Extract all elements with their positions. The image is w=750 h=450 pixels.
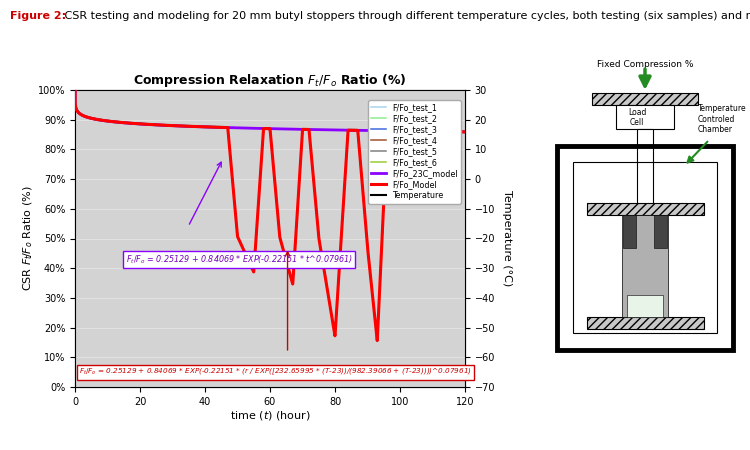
Text: Fixed Compression %: Fixed Compression % [597,60,693,69]
Title: Compression Relaxation $F_t/F_o$ Ratio (%): Compression Relaxation $F_t/F_o$ Ratio (… [134,72,407,90]
X-axis label: time ($t$) (hour): time ($t$) (hour) [230,410,310,423]
Polygon shape [628,295,662,317]
Polygon shape [616,105,674,130]
Polygon shape [622,215,668,317]
Polygon shape [654,215,668,248]
Polygon shape [622,215,636,248]
Text: Temperature
Controled
Chamber: Temperature Controled Chamber [698,104,746,134]
Polygon shape [586,317,704,329]
Text: $F_t/F_o$ = 0.25129 + 0.84069 * EXP(-0.22151 * ($r$ / EXP([232.65995 * ($T$-23)): $F_t/F_o$ = 0.25129 + 0.84069 * EXP(-0.2… [79,367,472,378]
Y-axis label: Temperature (°C): Temperature (°C) [502,190,512,287]
Legend: F/Fo_test_1, F/Fo_test_2, F/Fo_test_3, F/Fo_test_4, F/Fo_test_5, F/Fo_test_6, F/: F/Fo_test_1, F/Fo_test_2, F/Fo_test_3, F… [368,100,461,203]
Text: CSR testing and modeling for 20 mm butyl stoppers through different temperature : CSR testing and modeling for 20 mm butyl… [61,11,750,21]
Y-axis label: CSR $F_t\!/F_o$ Ratio (%): CSR $F_t\!/F_o$ Ratio (%) [22,186,35,291]
Polygon shape [638,130,652,209]
Polygon shape [592,93,698,105]
Text: Load
Cell: Load Cell [628,108,646,127]
Polygon shape [586,203,704,215]
Text: $F_t/F_o$ = 0.25129 + 0.84069 * EXP(-0.22151 * $t$^0.07961): $F_t/F_o$ = 0.25129 + 0.84069 * EXP(-0.2… [126,253,352,266]
Text: Figure 2:: Figure 2: [10,11,66,21]
